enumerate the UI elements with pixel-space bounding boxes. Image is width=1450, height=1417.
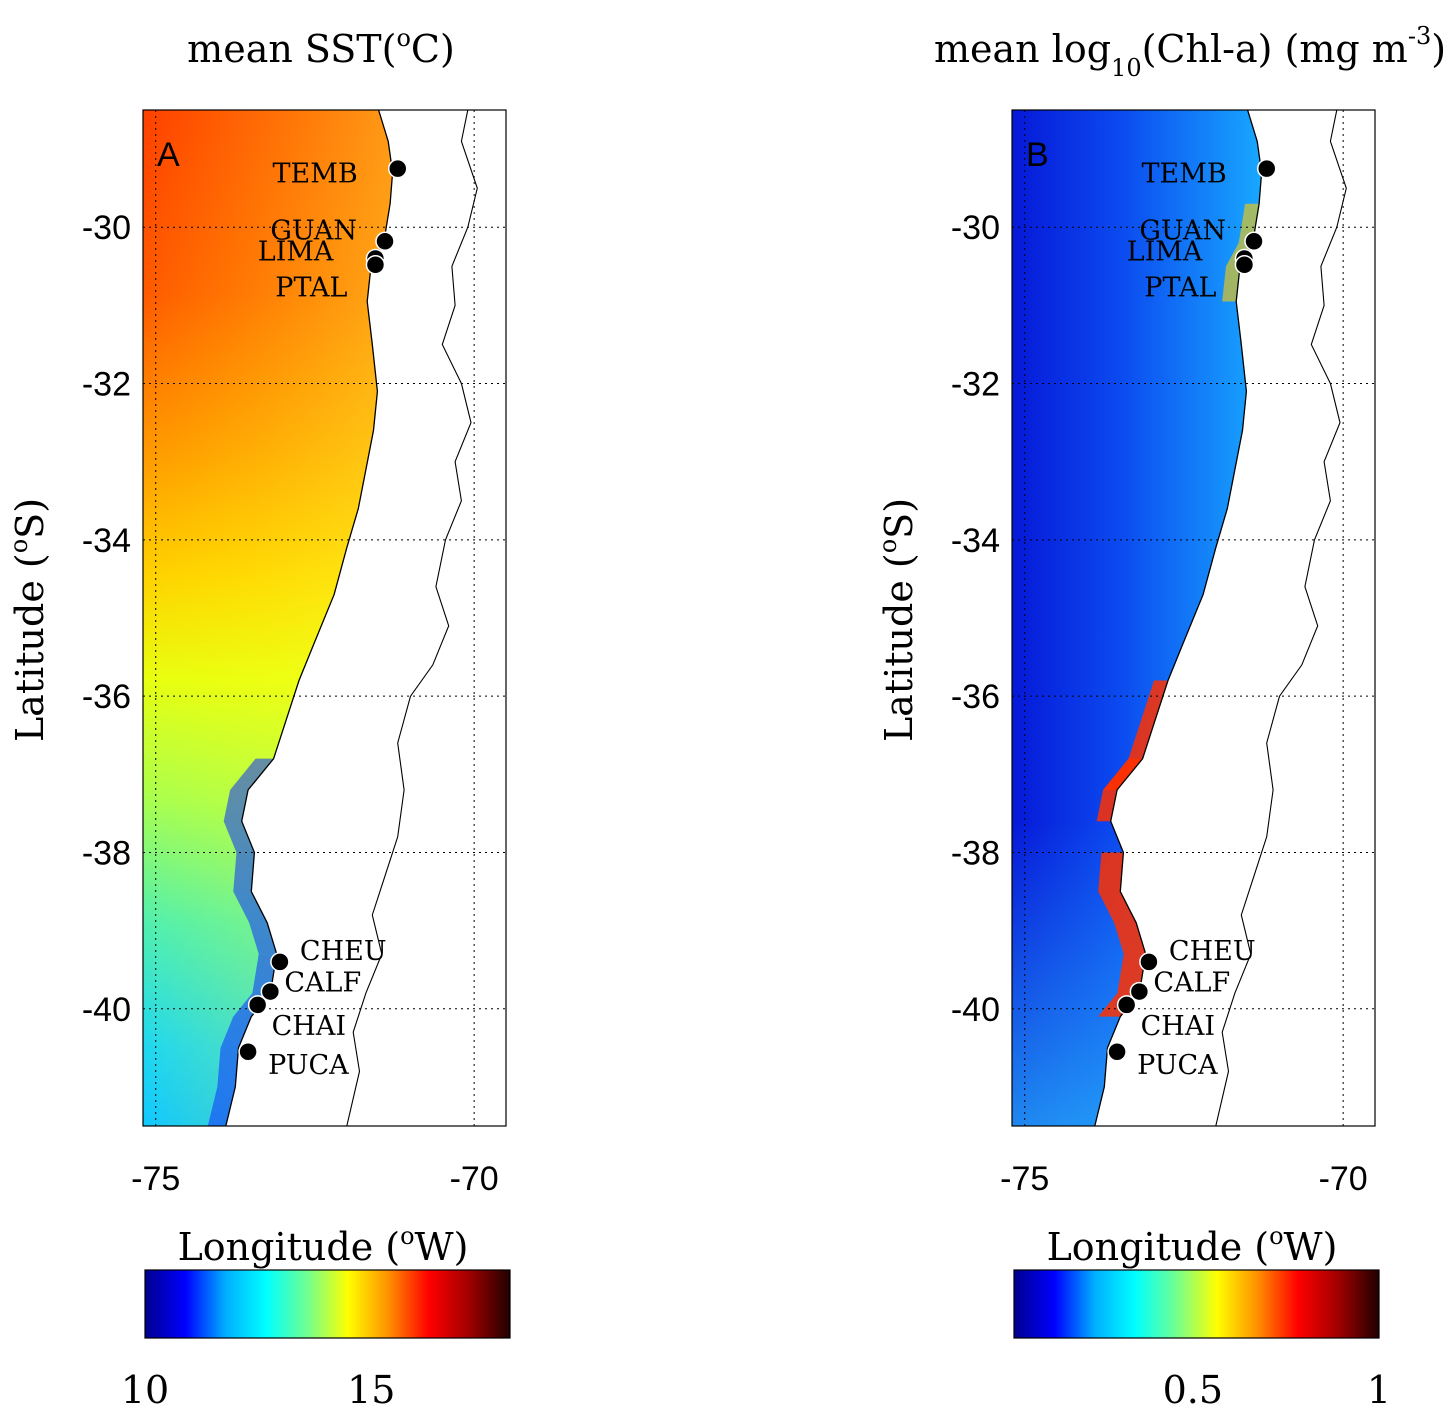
site-label: CALF (1153, 968, 1230, 999)
site-label: PUCA (268, 1050, 349, 1081)
x-axis-label: Longitude (oW) (178, 1222, 469, 1269)
site-marker (1129, 981, 1150, 1002)
colorbar (144, 1269, 511, 1339)
y-tick-label: -36 (82, 678, 131, 716)
site-marker (1244, 231, 1264, 252)
y-tick-label: -40 (951, 991, 1000, 1029)
colorbar-tick-label: 0.5 (1163, 1368, 1223, 1412)
x-tick-label: -70 (1319, 1160, 1368, 1198)
site-label: LIMA (1127, 236, 1203, 267)
y-tick-label: -32 (951, 366, 1000, 404)
y-tick-label: -36 (951, 678, 1000, 716)
site-marker (365, 254, 386, 275)
site-marker (270, 952, 290, 972)
map-frame (1011, 109, 1376, 1127)
site-marker (375, 231, 395, 252)
site-label: GUAN (270, 215, 357, 246)
sst-coastal-band (143, 110, 393, 1126)
site-label: TEMB (1142, 159, 1227, 190)
site-label: TEMB (273, 159, 358, 190)
site-label: CHAI (1141, 1011, 1215, 1042)
x-tick-label: -70 (450, 1160, 499, 1198)
site-marker (238, 1042, 258, 1062)
site-marker (1139, 952, 1159, 972)
sst-cold-strip (207, 758, 277, 1126)
site-label: PUCA (1137, 1050, 1218, 1081)
y-tick-label: -32 (82, 366, 131, 404)
panel-letter: A (157, 136, 180, 174)
y-axis-label: Latitude (oS) (5, 498, 52, 742)
site-label: CHEU (1169, 936, 1256, 967)
colorbar-tick-label: 15 (347, 1368, 395, 1412)
site-label: CHEU (300, 936, 387, 967)
site-label: CALF (284, 968, 361, 999)
map-field (143, 110, 393, 1126)
panel-title: mean SST(oC) (187, 24, 455, 71)
colorbar-tick-label: 1 (1367, 1368, 1391, 1412)
x-axis-label: Longitude (oW) (1047, 1222, 1338, 1269)
chl-coastal-bloom (1096, 758, 1143, 822)
y-tick-label: -34 (951, 522, 1000, 560)
panel-title: mean log10(Chl-a) (mg m-3) (934, 22, 1446, 82)
colorbar (1013, 1269, 1380, 1339)
y-tick-label: -38 (82, 834, 131, 872)
border-line (346, 110, 478, 1126)
site-marker (1107, 1042, 1127, 1062)
y-tick-label: -30 (82, 209, 131, 247)
y-tick-label: -34 (82, 522, 131, 560)
site-marker (1256, 158, 1277, 179)
site-marker (387, 158, 408, 179)
colorbar-tick-label: 10 (121, 1368, 169, 1412)
panel-letter: B (1026, 136, 1049, 174)
y-tick-label: -30 (951, 209, 1000, 247)
y-tick-label: -38 (951, 834, 1000, 872)
y-axis-label: Latitude (oS) (874, 498, 921, 742)
border-line (1215, 110, 1347, 1126)
x-tick-label: -75 (131, 1160, 180, 1198)
site-marker (1234, 254, 1255, 275)
chl-coastal-bloom (1098, 852, 1146, 1017)
site-label: GUAN (1139, 215, 1226, 246)
chl-south-tint (1012, 110, 1262, 1126)
site-marker (1116, 995, 1137, 1015)
map-frame (142, 109, 507, 1127)
site-label: PTAL (1144, 273, 1216, 304)
chl-coastal-bloom (1103, 680, 1169, 790)
map-field (1012, 110, 1262, 1126)
site-label: LIMA (258, 236, 334, 267)
x-tick-label: -75 (1000, 1160, 1049, 1198)
site-marker (260, 981, 281, 1002)
site-label: CHAI (272, 1011, 346, 1042)
site-label: PTAL (275, 273, 347, 304)
site-marker (247, 995, 268, 1015)
y-tick-label: -40 (82, 991, 131, 1029)
